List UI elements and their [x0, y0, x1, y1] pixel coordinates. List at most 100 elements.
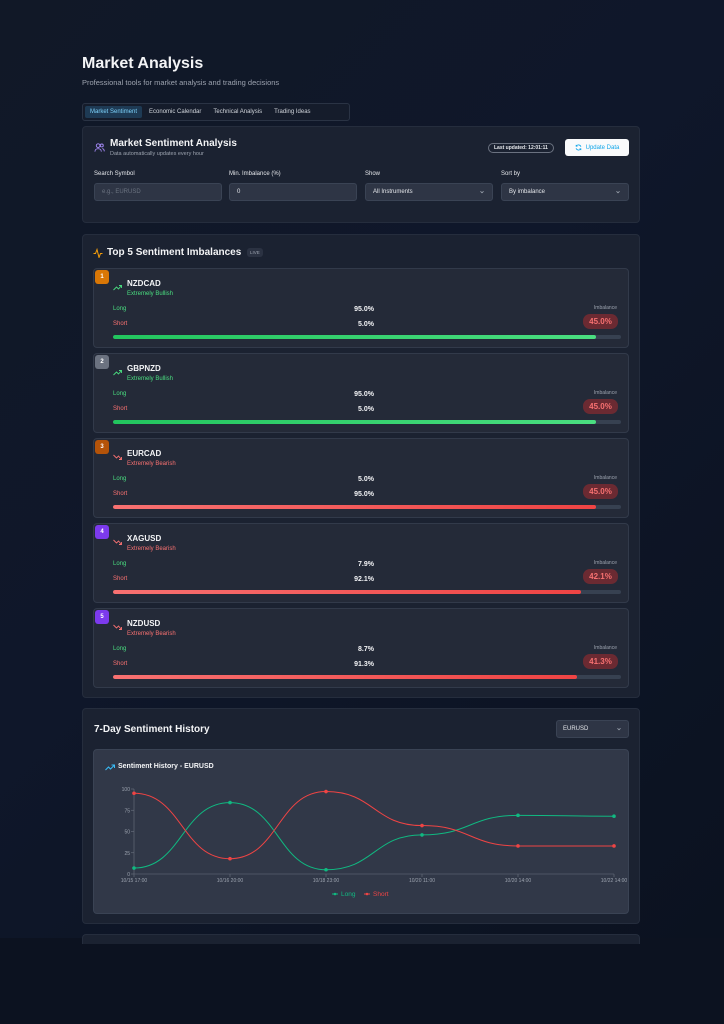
long-value: 7.9% [358, 561, 374, 568]
sentiment-label: Extremely Bullish [127, 291, 174, 297]
trending-down-icon [113, 539, 122, 545]
imbalance-bar-fill [113, 675, 577, 679]
data-point-long [324, 867, 328, 872]
legend-label-long: Long [341, 891, 356, 898]
history-chart-title: Sentiment History - EURUSD [118, 763, 214, 770]
search-symbol-label: Search Symbol [94, 171, 135, 177]
tab-technical-analysis[interactable]: Technical Analysis [213, 109, 263, 115]
top5-imbalances-card: Top 5 Sentiment Imbalances LIVE 1 NZDCAD E… [82, 234, 640, 698]
trending-up-icon [105, 764, 115, 771]
imbalance-bar-fill [113, 335, 596, 339]
history-title: 7-Day Sentiment History [94, 724, 210, 735]
show-select-value: All Instruments [373, 189, 413, 195]
y-tick-label: 100 [122, 787, 131, 793]
data-point-short [228, 856, 232, 861]
imbalance-item[interactable]: 1 NZDCAD Extremely Bullish Long Short 95.0% 5.… [93, 268, 629, 348]
min-imbalance-input[interactable]: 0 [229, 183, 357, 201]
imbalance-item[interactable]: 2 GBPNZD Extremely Bullish Long Short 95.0% 5.… [93, 353, 629, 433]
long-value: 95.0% [354, 306, 374, 313]
min-imbalance-value: 0 [237, 189, 241, 195]
data-point-short [132, 791, 136, 796]
x-tick-label: 10/15 17:00 [121, 878, 148, 884]
y-tick-label: 25 [124, 851, 130, 857]
long-label: Long [113, 391, 127, 397]
long-label: Long [113, 646, 127, 652]
data-point-long [612, 814, 616, 818]
rank-badge: 1 [95, 270, 109, 284]
long-label: Long [113, 476, 127, 482]
long-label: Long [113, 561, 127, 567]
imbalance-label: Imbalance [593, 475, 617, 481]
instrument-symbol: GBPNZD [127, 364, 161, 373]
imbalance-bar-fill [113, 505, 596, 509]
x-tick-label: 10/18 23:00 [313, 878, 340, 884]
last-updated-badge: Last updated: 12:01:11 [488, 143, 554, 153]
imbalance-item[interactable]: 3 EURCAD Extremely Bearish Long Short 5.0% 95.… [93, 438, 629, 518]
imbalance-label: Imbalance [593, 645, 617, 651]
tab-bar: Market Sentiment Economic Calendar Techn… [82, 103, 350, 121]
data-point-short [420, 823, 424, 828]
sort-by-select[interactable]: By imbalance [501, 183, 629, 201]
live-badge: LIVE [247, 248, 263, 257]
imbalance-item[interactable]: 4 XAGUSD Extremely Bearish Long Short 7.9% 92.… [93, 523, 629, 603]
x-tick-label: 10/20 14:00 [505, 878, 532, 884]
short-label: Short [113, 576, 128, 582]
tab-trading-ideas[interactable]: Trading Ideas [274, 109, 311, 115]
history-pair-select[interactable]: EURUSD [556, 720, 629, 738]
search-symbol-input[interactable]: e.g., EURUSD [94, 183, 222, 201]
instrument-symbol: XAGUSD [127, 534, 162, 543]
update-data-button[interactable]: Update Data [565, 139, 629, 156]
short-label: Short [113, 406, 128, 412]
imbalance-bar-track [113, 420, 621, 424]
imbalance-bar-track [113, 675, 621, 679]
long-label: Long [113, 306, 127, 312]
sort-by-value: By imbalance [509, 189, 546, 195]
y-tick-label: 0 [127, 872, 130, 878]
imbalance-label: Imbalance [593, 390, 617, 396]
x-tick-label: 10/22 14:00 [601, 878, 628, 884]
search-symbol-placeholder: e.g., EURUSD [102, 189, 141, 195]
show-select[interactable]: All Instruments [365, 183, 493, 201]
chevron-down-icon [480, 191, 484, 194]
series-line-long [133, 802, 615, 871]
imbalance-label: Imbalance [593, 305, 617, 311]
long-value: 5.0% [358, 476, 374, 483]
imbalance-badge: 42.1% [583, 569, 618, 584]
chevron-down-icon [617, 728, 621, 731]
x-tick-label: 10/16 20:00 [217, 878, 244, 884]
history-pair-value: EURUSD [563, 726, 589, 732]
chevron-down-icon [616, 191, 620, 194]
sort-by-label: Sort by [501, 171, 521, 177]
trending-down-icon [113, 624, 122, 630]
long-value: 95.0% [354, 391, 374, 398]
imbalance-badge: 45.0% [583, 484, 618, 499]
sentiment-analysis-title: Market Sentiment Analysis [110, 138, 237, 149]
tab-economic-calendar[interactable]: Economic Calendar [149, 109, 202, 115]
imbalance-item[interactable]: 5 NZDUSD Extremely Bearish Long Short 8.7% 91.… [93, 608, 629, 688]
y-tick-label: 75 [124, 808, 130, 814]
page-title: Market Analysis [82, 55, 204, 72]
imbalance-bar-track [113, 505, 621, 509]
short-value: 5.0% [358, 406, 374, 413]
data-point-long [228, 800, 232, 805]
page-subtitle: Professional tools for market analysis a… [82, 78, 280, 87]
data-point-short [324, 789, 328, 794]
short-value: 92.1% [354, 576, 374, 583]
tab-market-sentiment[interactable]: Market Sentiment [85, 106, 143, 118]
sentiment-label: Extremely Bearish [127, 631, 176, 637]
imbalance-bar-track [113, 590, 621, 594]
sentiment-analysis-card: Market Sentiment Analysis Data automatic… [82, 126, 640, 223]
history-chart-panel: Sentiment History - EURUSD 0 25 50 75 100 10/… [93, 749, 629, 914]
top5-title: Top 5 Sentiment Imbalances [107, 247, 242, 258]
trending-up-icon [113, 370, 122, 376]
imbalance-badge: 41.3% [583, 654, 618, 669]
short-value: 95.0% [354, 491, 374, 498]
instrument-symbol: EURCAD [127, 449, 162, 458]
short-label: Short [113, 491, 128, 497]
data-point-short [612, 844, 616, 848]
rank-badge: 2 [95, 355, 109, 369]
imbalance-label: Imbalance [593, 560, 617, 566]
imbalance-bar-track [113, 335, 621, 339]
x-tick-label: 10/20 11:00 [409, 878, 435, 884]
users-icon [94, 143, 105, 152]
